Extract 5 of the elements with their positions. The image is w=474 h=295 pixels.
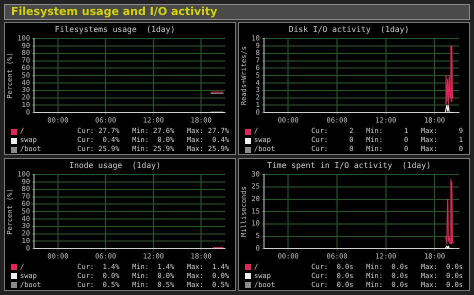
chart-title: Disk I/O activity (1day) (288, 25, 410, 34)
chart-title: Filesystems usage (1day) (54, 25, 176, 34)
text: Filesystem usage and I/O activity (4, 4, 470, 20)
chart-title: Inode usage (1day) (69, 160, 161, 170)
chart-title: Time spent in I/O activity (1day) (267, 160, 431, 170)
